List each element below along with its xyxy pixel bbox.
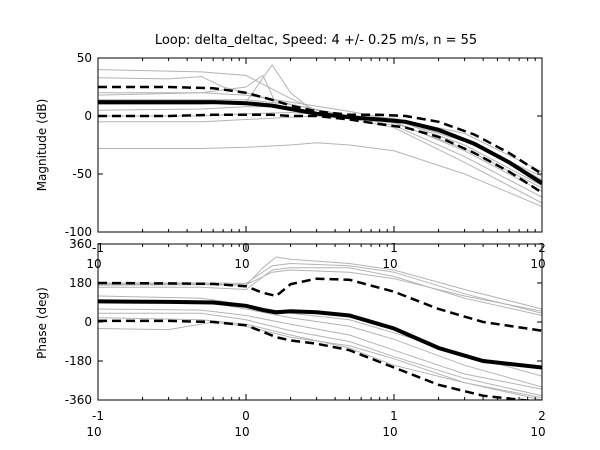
magnitude-axis-label: Magnitude (dB) bbox=[35, 99, 49, 192]
phase-x-tick-label-exponent: -1 bbox=[92, 409, 104, 423]
phase-x-tick-label-base: 10 bbox=[234, 425, 249, 439]
magnitude-x-tick-label-base: 10 bbox=[530, 257, 545, 271]
phase-x-tick-label-base: 10 bbox=[530, 425, 545, 439]
magnitude-sample-curve bbox=[98, 76, 542, 173]
phase-sample-curve bbox=[98, 308, 542, 390]
magnitude-upper-bound-line bbox=[98, 85, 542, 176]
phase-sample-curve bbox=[98, 312, 542, 397]
magnitude-y-tick-label: 50 bbox=[77, 51, 92, 65]
phase-sample-curve bbox=[98, 269, 542, 312]
magnitude-x-tick-label-base: 10 bbox=[234, 257, 249, 271]
magnitude-sample-curve bbox=[98, 92, 542, 177]
magnitude-sample-curve bbox=[98, 142, 542, 207]
phase-x-tick-label-exponent: 1 bbox=[390, 409, 398, 423]
phase-x-tick-label-exponent: 2 bbox=[538, 409, 546, 423]
phase-panel: 360 180 0 -180 -360 10 -1 10 0 10 1 10 2 bbox=[65, 237, 546, 439]
phase-y-tick-label: -360 bbox=[65, 393, 92, 407]
phase-lower-bound-line bbox=[98, 319, 534, 400]
magnitude-axes-frame bbox=[97, 57, 543, 233]
phase-sample-curve bbox=[98, 267, 542, 316]
phase-x-tick-label-base: 10 bbox=[382, 425, 397, 439]
phase-y-tick-label: -180 bbox=[65, 354, 92, 368]
magnitude-x-tick-label-base: 10 bbox=[86, 257, 101, 271]
magnitude-lower-bound-line bbox=[98, 113, 542, 194]
magnitude-sample-curve bbox=[98, 69, 542, 181]
magnitude-y-tick-label: 0 bbox=[84, 109, 92, 123]
magnitude-y-tick-label: -50 bbox=[72, 167, 92, 181]
phase-y-tick-label: 360 bbox=[69, 237, 92, 251]
phase-sample-curve bbox=[98, 321, 542, 399]
magnitude-y-tick-label: -100 bbox=[65, 225, 92, 239]
magnitude-x-tick-label-base: 10 bbox=[382, 257, 397, 271]
phase-y-tick-label: 0 bbox=[84, 315, 92, 329]
figure-title: Loop: delta_deltac, Speed: 4 +/- 0.25 m/… bbox=[155, 33, 477, 48]
phase-x-tick-label-base: 10 bbox=[86, 425, 101, 439]
phase-axis-label: Phase (deg) bbox=[35, 287, 49, 359]
phase-upper-bound-line bbox=[98, 277, 542, 332]
phase-mean-line bbox=[98, 299, 542, 370]
magnitude-sample-curve bbox=[98, 115, 542, 204]
magnitude-mean-line bbox=[98, 100, 542, 185]
magnitude-sample-curve bbox=[98, 74, 542, 187]
phase-sample-curve bbox=[98, 256, 542, 310]
phase-x-tick-label-exponent: 0 bbox=[242, 409, 250, 423]
phase-y-tick-label: 180 bbox=[69, 276, 92, 290]
